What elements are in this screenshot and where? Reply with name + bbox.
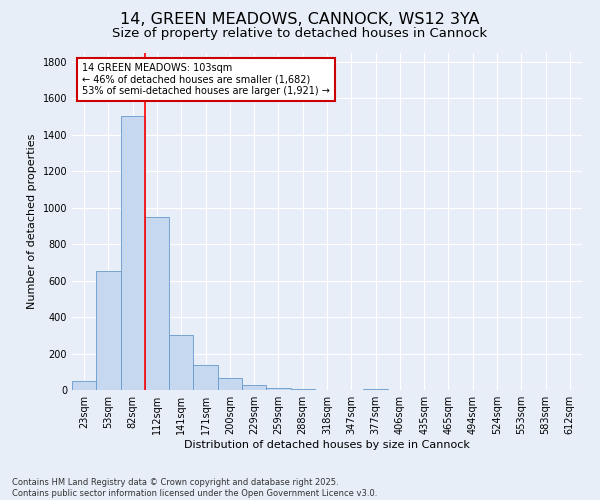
Bar <box>72 381 96 390</box>
Bar <box>96 272 121 390</box>
Text: Contains HM Land Registry data © Crown copyright and database right 2025.
Contai: Contains HM Land Registry data © Crown c… <box>12 478 377 498</box>
Bar <box>145 216 169 390</box>
X-axis label: Distribution of detached houses by size in Cannock: Distribution of detached houses by size … <box>184 440 470 450</box>
Bar <box>121 116 145 390</box>
Bar <box>290 389 315 390</box>
Y-axis label: Number of detached properties: Number of detached properties <box>27 134 37 309</box>
Text: 14, GREEN MEADOWS, CANNOCK, WS12 3YA: 14, GREEN MEADOWS, CANNOCK, WS12 3YA <box>120 12 480 28</box>
Text: Size of property relative to detached houses in Cannock: Size of property relative to detached ho… <box>112 28 488 40</box>
Bar <box>364 389 388 390</box>
Bar <box>169 336 193 390</box>
Text: 14 GREEN MEADOWS: 103sqm
← 46% of detached houses are smaller (1,682)
53% of sem: 14 GREEN MEADOWS: 103sqm ← 46% of detach… <box>82 62 330 96</box>
Bar <box>218 378 242 390</box>
Bar <box>193 366 218 390</box>
Bar <box>266 388 290 390</box>
Bar <box>242 386 266 390</box>
